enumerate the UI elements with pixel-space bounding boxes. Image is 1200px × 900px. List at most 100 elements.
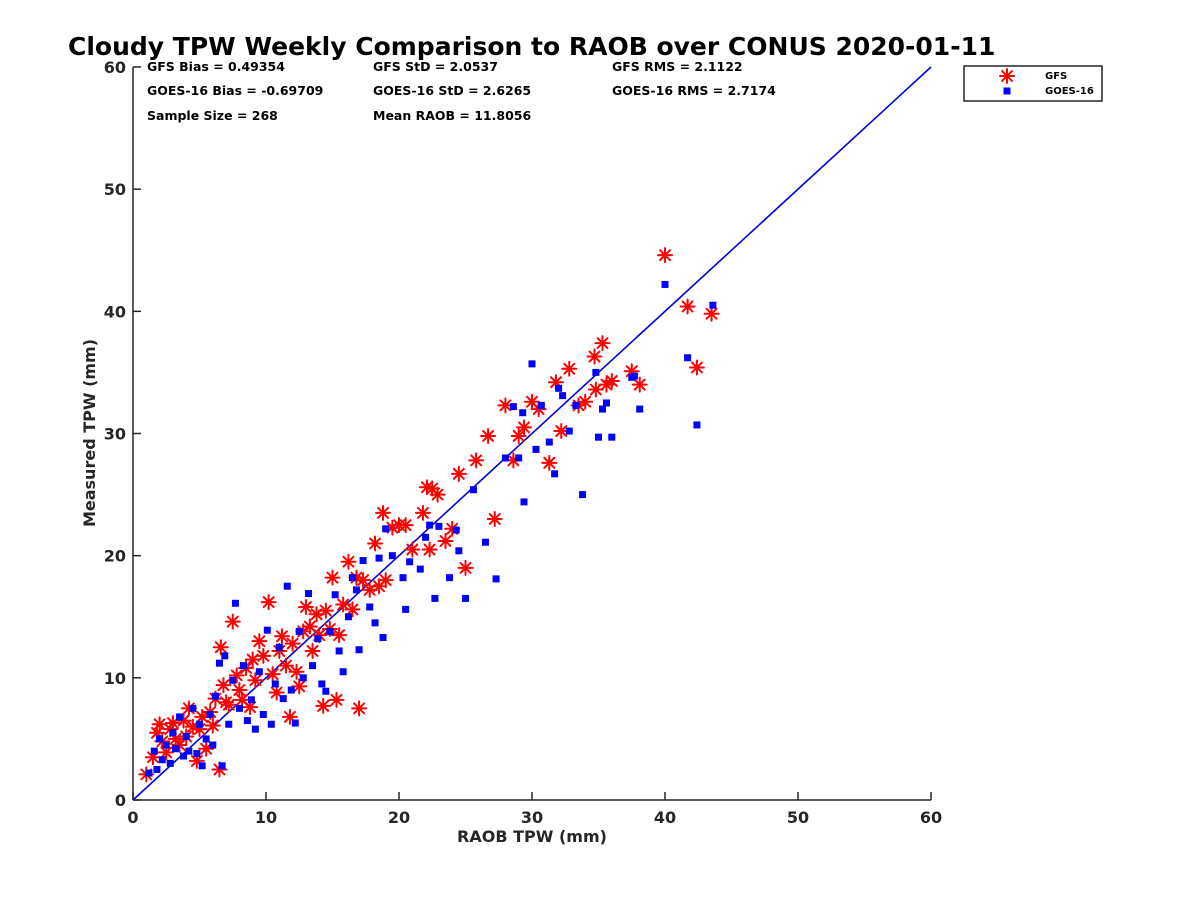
gfs-point: [414, 504, 431, 521]
goes16-point: [229, 676, 237, 684]
goes16-point: [287, 686, 295, 694]
goes16-point: [322, 687, 330, 695]
goes16-point: [291, 719, 299, 727]
gfs-point: [291, 678, 308, 695]
y-tick-label: 0: [115, 791, 126, 810]
goes16-point: [263, 626, 271, 634]
axes: 0 10 20 30 40 50 60 0 10 20 30 40 50 60: [104, 58, 942, 827]
y-tick-label: 20: [104, 547, 126, 566]
goes16-point: [595, 433, 602, 441]
gfs-point: [304, 642, 321, 659]
gfs-point: [421, 541, 438, 558]
goes16-point: [235, 704, 243, 712]
gfs-point: [437, 533, 454, 550]
goes16-point: [693, 421, 701, 429]
goes16-point: [339, 668, 347, 676]
gfs-point: [204, 717, 221, 734]
x-tick-label: 40: [654, 808, 676, 827]
gfs-point: [541, 454, 558, 471]
goes16-point: [348, 574, 356, 582]
goes16-point: [426, 521, 434, 529]
gfs-point: [328, 691, 345, 708]
goes16-point: [153, 765, 161, 773]
gfs-point: [497, 397, 514, 414]
gfs-point: [215, 677, 232, 694]
gfs-point: [516, 419, 533, 436]
x-tick-label: 50: [787, 808, 809, 827]
gfs-point: [351, 700, 368, 717]
goes16-point: [166, 759, 174, 767]
goes16-point: [592, 368, 600, 376]
goes16-point: [318, 680, 326, 688]
goes16-point: [532, 445, 540, 453]
goes16-point: [196, 720, 203, 728]
gfs-point: [577, 393, 594, 410]
goes16-point: [221, 652, 229, 660]
gfs-point: [603, 372, 620, 389]
goes16-point: [406, 558, 414, 566]
gfs-point: [340, 553, 357, 570]
y-tick-label: 50: [104, 180, 126, 199]
gfs-point: [273, 628, 290, 645]
goes16-point: [305, 590, 313, 598]
goes16-point: [572, 401, 580, 409]
goes16-point: [366, 603, 374, 611]
one-to-one-line: [132, 66, 932, 801]
stat-gfs-std: GFS StD = 2.0537: [373, 59, 498, 74]
goes16-point: [630, 372, 638, 380]
goes16-point: [661, 280, 669, 288]
goes16-point: [379, 634, 387, 642]
goes16-point: [579, 491, 587, 499]
goes16-point: [344, 613, 352, 621]
y-tick-label: 10: [104, 669, 126, 688]
goes16-point: [382, 525, 390, 533]
goes16-point: [431, 594, 439, 602]
goes16-point: [218, 762, 226, 770]
gfs-point: [301, 618, 318, 635]
goes16-point: [185, 747, 193, 755]
legend-goes-square: [1003, 87, 1011, 95]
gfs-point: [367, 535, 384, 552]
goes16-point: [528, 360, 536, 368]
goes16-point: [492, 575, 500, 583]
x-tick-label: 60: [920, 808, 942, 827]
goes16-point: [255, 668, 263, 676]
goes16-point: [375, 554, 383, 562]
goes16-point: [636, 405, 644, 413]
goes16-point: [225, 720, 233, 728]
goes16-point: [247, 696, 255, 704]
gfs-point: [587, 381, 604, 398]
gfs-point: [688, 359, 705, 376]
gfs-point: [468, 452, 485, 469]
legend-gfs-label: GFS: [1045, 71, 1067, 82]
gfs-point: [679, 298, 696, 315]
goes16-point: [150, 747, 158, 755]
gfs-point: [212, 639, 229, 656]
goes16-point: [469, 486, 477, 494]
goes16-point: [452, 526, 460, 534]
gfs-point: [375, 504, 392, 521]
goes16-point: [299, 674, 307, 682]
goes16-point: [211, 692, 219, 700]
gfs-point: [457, 559, 474, 576]
goes16-point: [176, 713, 184, 721]
gfs-point: [264, 666, 281, 683]
goes16-point: [279, 695, 287, 703]
goes16-point: [215, 659, 223, 667]
gfs-point: [247, 672, 264, 689]
legend: GFS GOES-16: [963, 65, 1103, 102]
gfs-point: [429, 486, 446, 503]
goes16-point: [455, 547, 463, 555]
gfs-point: [324, 569, 341, 586]
gfs-point: [510, 427, 527, 444]
stat-gfs-rms: GFS RMS = 2.1122: [612, 59, 743, 74]
goes16-point: [608, 433, 616, 441]
goes16-point: [709, 301, 717, 309]
goes16-point: [251, 725, 259, 733]
plot-area: [132, 66, 932, 801]
gfs-point: [344, 601, 361, 618]
gfs-point: [315, 697, 332, 714]
goes16-point: [145, 769, 153, 777]
gfs-point: [211, 761, 228, 778]
gfs-point: [480, 427, 497, 444]
